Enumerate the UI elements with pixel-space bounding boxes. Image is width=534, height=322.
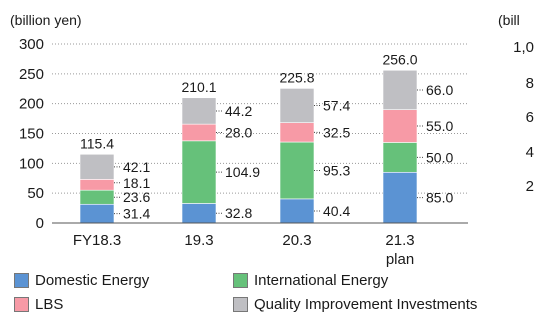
bar-segment	[79, 189, 115, 205]
y-tick-label: 300	[19, 36, 44, 53]
legend-swatch	[233, 297, 248, 312]
value-label: 23.6	[123, 189, 150, 205]
bar-segment	[181, 97, 217, 125]
x-category-label: 20.3	[282, 232, 311, 249]
gridlines	[52, 43, 468, 194]
right-axis-tick-label: 1,0	[513, 39, 534, 56]
bar-segment	[382, 109, 418, 143]
right-panel-unit-label: (bill	[498, 12, 520, 28]
legend-item: Domestic Energy	[14, 272, 149, 289]
right-axis-tick-label: 4	[526, 144, 534, 161]
x-category-label: 21.3	[385, 232, 414, 249]
bar-segment	[79, 179, 115, 191]
value-label: 44.2	[225, 103, 252, 119]
right-axis-ticks: 1,0 8 6 4 2	[513, 39, 534, 195]
bar-segment	[79, 153, 115, 180]
bar-segment	[382, 142, 418, 173]
y-tick-label: 50	[27, 185, 44, 202]
legend-label: Domestic Energy	[35, 272, 150, 289]
y-tick-label: 100	[19, 155, 44, 172]
legend-item: Quality Improvement Investments	[233, 296, 477, 313]
value-label: 32.8	[225, 205, 252, 221]
legend-swatch	[233, 273, 248, 288]
legend-item: LBS	[14, 296, 63, 313]
y-tick-label: 0	[36, 215, 44, 232]
right-axis-tick-label: 6	[526, 109, 534, 126]
bar-segment	[79, 203, 115, 224]
y-axis-ticks: 0 50 100 150 200 250 300	[19, 36, 44, 232]
value-label: 66.0	[426, 82, 453, 98]
legend-item: International Energy	[233, 272, 388, 289]
value-label: 32.5	[323, 124, 350, 140]
legend-swatch	[14, 273, 29, 288]
x-category-label: 19.3	[184, 232, 213, 249]
bar-segment	[382, 171, 418, 224]
value-label: 57.4	[323, 98, 350, 114]
value-label: 28.0	[225, 124, 252, 140]
legend-label: LBS	[35, 296, 64, 313]
legend-label: International Energy	[254, 272, 389, 289]
value-label: 42.1	[123, 159, 150, 175]
legend-swatch	[14, 297, 29, 312]
right-axis-tick-label: 2	[526, 178, 534, 195]
x-category-label: FY18.3	[73, 232, 121, 249]
value-label: 55.0	[426, 118, 453, 134]
y-tick-label: 150	[19, 126, 44, 143]
bar-segment	[279, 141, 315, 200]
value-label: 18.1	[123, 175, 150, 191]
bar-segment	[279, 198, 315, 224]
bar-segment	[181, 140, 217, 204]
total-label: 256.0	[382, 51, 417, 67]
bar-segment	[279, 122, 315, 143]
bar-segment	[181, 203, 217, 224]
value-labels: 31.4 32.8 40.4 85.0 23.6 104.9 95.3 50.0 18.1 28.…	[80, 51, 453, 221]
value-label: 85.0	[426, 190, 453, 206]
value-label: 50.0	[426, 149, 453, 165]
y-tick-label: 250	[19, 66, 44, 83]
x-axis-labels: FY18.3 19.3 20.3 21.3 plan	[73, 232, 415, 268]
legend-label: Quality Improvement Investments	[254, 296, 478, 313]
x-category-sublabel: plan	[386, 251, 414, 268]
total-label: 115.4	[80, 135, 114, 151]
bar-segment	[382, 69, 418, 110]
unit-label: (billion yen)	[10, 12, 82, 28]
y-tick-label: 200	[19, 96, 44, 113]
value-label: 31.4	[123, 206, 150, 222]
value-label: 40.4	[323, 203, 350, 219]
value-label: 95.3	[323, 162, 350, 178]
right-axis-tick-label: 8	[526, 75, 534, 92]
value-label: 104.9	[225, 164, 260, 180]
total-label: 225.8	[279, 69, 314, 85]
total-label: 210.1	[181, 79, 216, 95]
bar-segment	[279, 88, 315, 123]
bar-segment	[181, 123, 217, 142]
